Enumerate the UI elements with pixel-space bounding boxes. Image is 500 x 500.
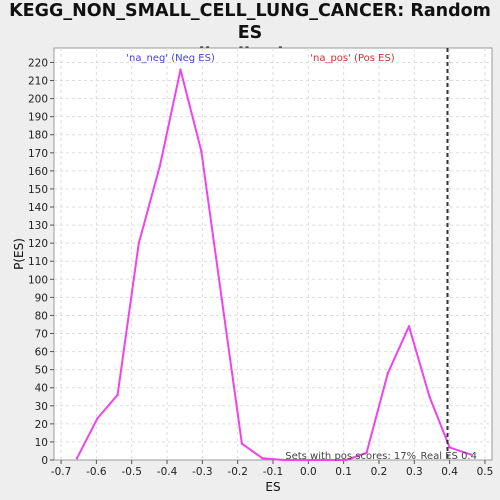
- series-point: [282, 458, 285, 462]
- y-tick-label: 90: [35, 292, 48, 304]
- y-tick-label: 60: [35, 347, 48, 359]
- y-tick-label: 180: [28, 130, 48, 142]
- y-tick-label: 80: [35, 310, 48, 322]
- legend-neg-label: 'na_neg' (Neg ES): [126, 53, 215, 64]
- x-tick-label: 0.1: [335, 466, 352, 478]
- y-tick-label: 140: [28, 202, 48, 214]
- series-point: [75, 456, 79, 460]
- series-point: [448, 446, 451, 449]
- y-tick-label: 160: [28, 166, 48, 178]
- axes: 0 10 20 30 40 50 60 70 80 90 100 110 120 130 140 150 160…: [28, 57, 493, 478]
- real-es-label: Real ES 0.4: [420, 451, 476, 462]
- y-tick-label: 170: [28, 148, 48, 160]
- x-tick-label: 0.4: [441, 466, 458, 478]
- series-point: [428, 395, 431, 398]
- y-tick-label: 100: [28, 274, 48, 286]
- x-tick-label: -0.3: [192, 466, 213, 478]
- series-point: [365, 451, 368, 454]
- series-point: [469, 453, 473, 456]
- series-point: [158, 164, 162, 167]
- x-tick-label: -0.5: [121, 466, 142, 478]
- x-tick-label: 0.0: [300, 466, 317, 478]
- series-point: [386, 372, 389, 375]
- y-tick-label: 50: [35, 365, 48, 377]
- x-tick-label: 0.5: [477, 466, 494, 478]
- y-tick-label: 40: [35, 383, 48, 395]
- y-tick-label: 150: [28, 184, 48, 196]
- y-tick-label: 220: [28, 57, 48, 69]
- y-tick-label: 20: [35, 419, 48, 431]
- series-point: [407, 325, 411, 328]
- series-point: [200, 149, 203, 153]
- legend-pos-label: 'na_pos' (Pos ES): [310, 53, 395, 64]
- series-point: [96, 417, 99, 420]
- series-point: [345, 458, 348, 462]
- series-point: [324, 458, 328, 462]
- x-tick-label: -0.6: [86, 466, 107, 478]
- series-point: [303, 458, 306, 462]
- y-tick-label: 130: [28, 220, 48, 232]
- series-point: [137, 241, 140, 245]
- y-tick-label: 0: [41, 455, 48, 467]
- series-point: [240, 442, 244, 445]
- series-point: [116, 393, 119, 397]
- x-tick-label: 0.2: [371, 466, 388, 478]
- y-tick-label: 190: [28, 112, 48, 124]
- x-tick-label: -0.4: [157, 466, 178, 478]
- y-tick-label: 120: [28, 238, 48, 250]
- series-layer: [75, 68, 473, 462]
- x-tick-label: -0.7: [51, 466, 72, 478]
- x-tick-label: 0.3: [406, 466, 423, 478]
- pos-scores-annotation: Sets with pos scores: 17%: [285, 451, 416, 462]
- y-axis-title: P(ES): [12, 238, 26, 270]
- y-tick-label: 200: [28, 94, 48, 106]
- x-tick-label: -0.1: [263, 466, 284, 478]
- x-axis-title: ES: [265, 480, 280, 494]
- y-tick-label: 10: [35, 437, 48, 449]
- series-point: [179, 68, 182, 71]
- series-point: [261, 456, 264, 460]
- series-point: [220, 297, 223, 301]
- x-tick-label: -0.2: [227, 466, 248, 478]
- series-line: [76, 68, 472, 461]
- y-tick-label: 110: [28, 256, 48, 268]
- y-tick-label: 30: [35, 401, 48, 413]
- chart-title-line-1: KEGG_NON_SMALL_CELL_LUNG_CANCER: Random …: [9, 1, 491, 43]
- y-tick-label: 70: [35, 329, 48, 341]
- y-tick-label: 210: [28, 76, 48, 88]
